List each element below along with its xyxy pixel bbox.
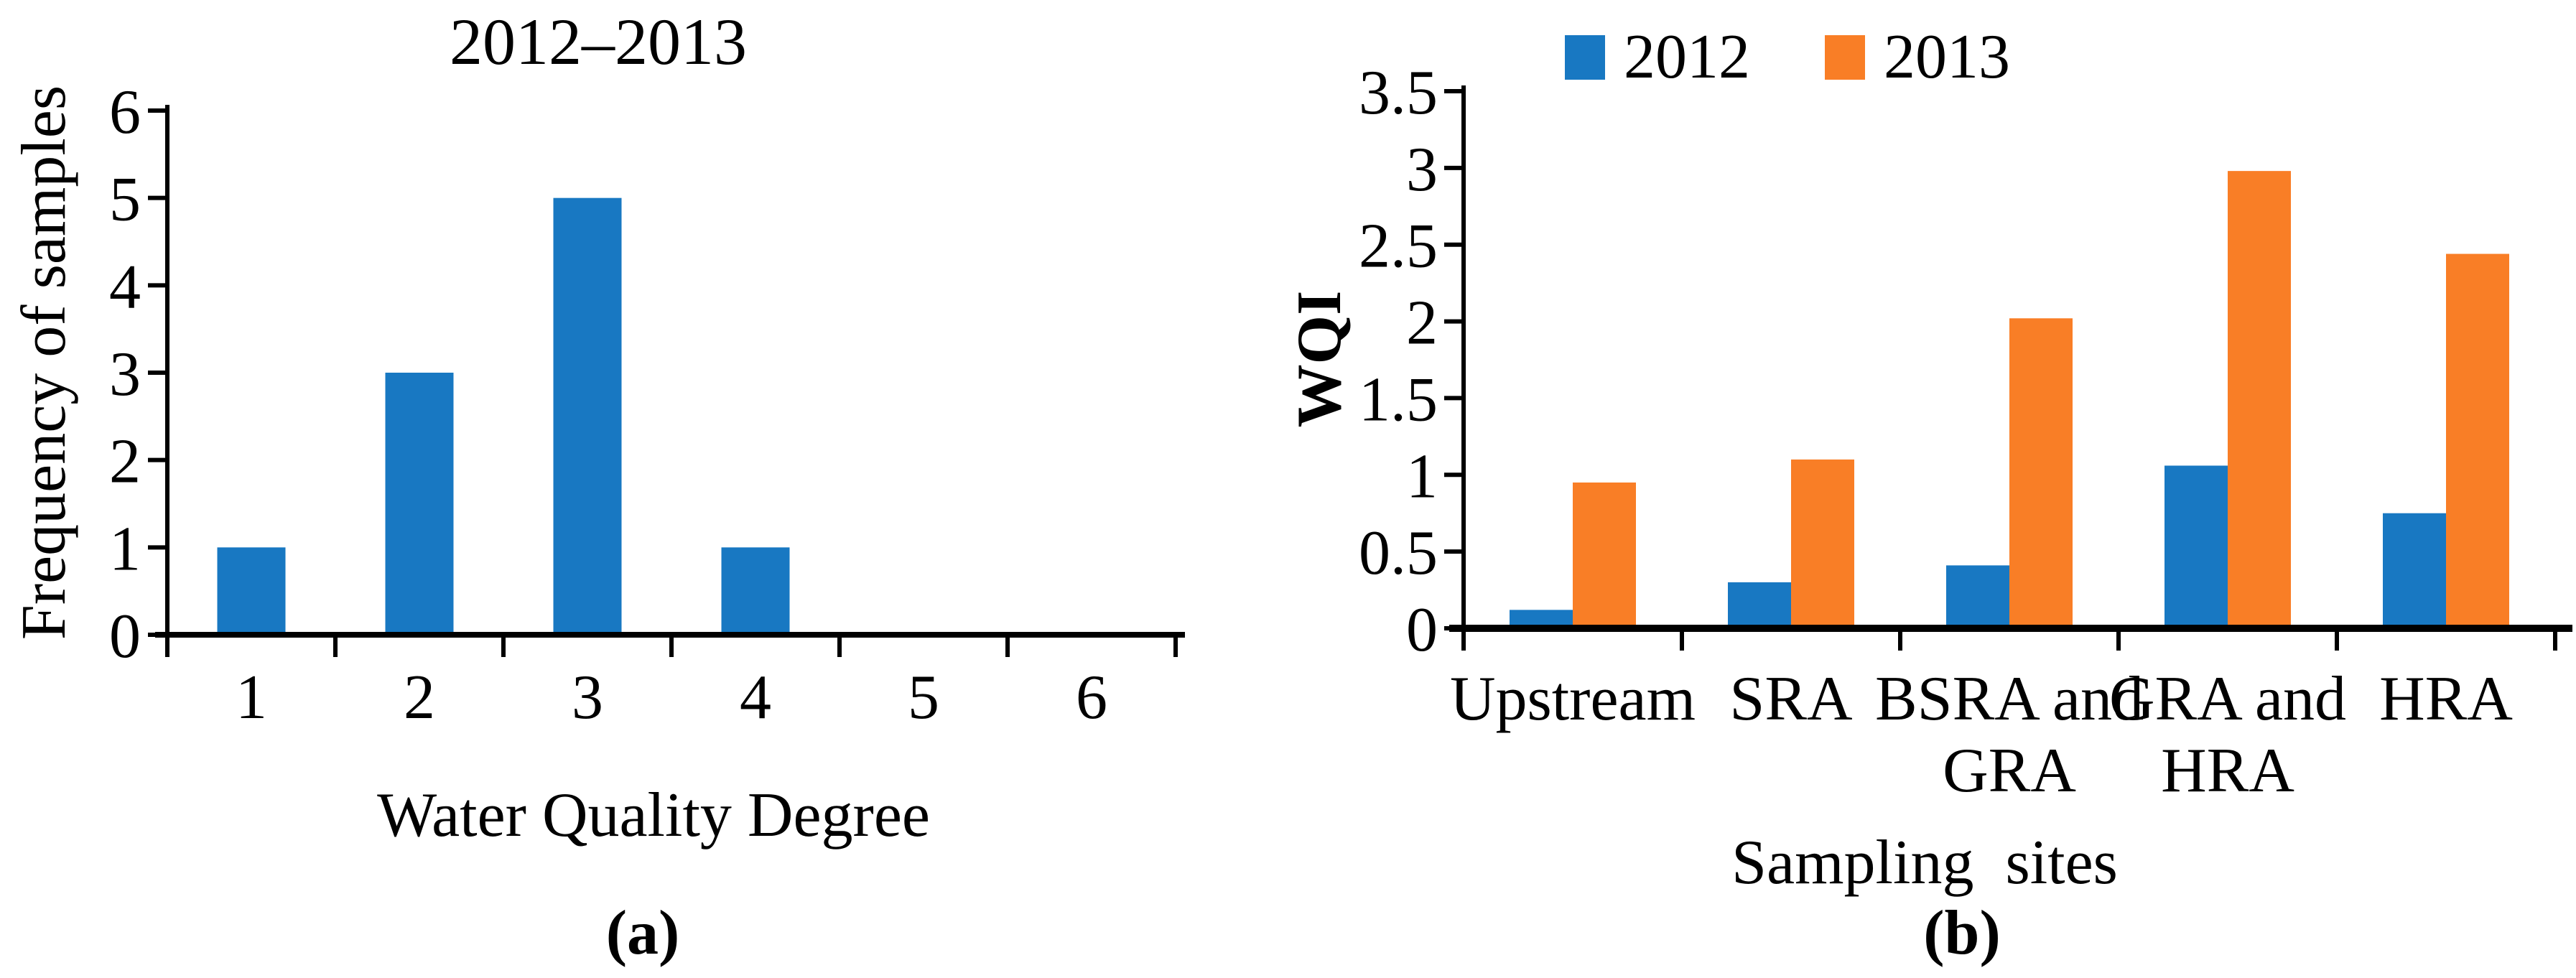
chart-a-title: 2012–2013 xyxy=(450,5,747,78)
y-tick-label: 2 xyxy=(109,427,141,497)
y-tick-label: 3.5 xyxy=(1359,58,1438,128)
x-category-label: Upstream xyxy=(1450,664,1696,734)
chart-a-ylabel: Frequency of samples xyxy=(9,85,79,641)
x-category-label: HRA xyxy=(2379,664,2513,734)
bar-2013-Upstream xyxy=(1573,482,1636,628)
bar-2013-BSRA and GRA xyxy=(2009,318,2073,628)
y-tick-label: 0 xyxy=(109,602,141,671)
bar-2013-GRA and HRA xyxy=(2228,171,2291,629)
chart-b-ylabel: WQI xyxy=(1285,290,1354,428)
y-tick-label: 2 xyxy=(1406,289,1438,358)
legend-label-2012: 2012 xyxy=(1624,22,1750,92)
bar-2012-BSRA and GRA xyxy=(1946,565,2009,628)
x-category-label: SRA xyxy=(1729,664,1852,734)
bar-series-3 xyxy=(553,197,622,635)
bar-2013-SRA xyxy=(1791,459,1854,628)
bar-2012-GRA and HRA xyxy=(2165,465,2228,628)
x-category-label: HRA xyxy=(2161,736,2294,806)
bar-2013-HRA xyxy=(2446,253,2509,629)
x-category-label: 2 xyxy=(404,663,435,732)
y-tick-label: 2.5 xyxy=(1359,212,1438,281)
x-category-label: BSRA and xyxy=(1875,664,2144,734)
x-category-label: 4 xyxy=(740,663,771,732)
x-category-label: 6 xyxy=(1076,663,1107,732)
bar-series-1 xyxy=(217,547,286,635)
x-category-label: GRA and xyxy=(2109,664,2346,734)
legend-swatch-2012-icon xyxy=(1565,35,1605,80)
y-tick-label: 1 xyxy=(1406,442,1438,511)
y-tick-label: 3 xyxy=(109,340,141,409)
x-category-label: GRA xyxy=(1943,736,2076,806)
legend-swatch-2013-icon xyxy=(1825,35,1865,80)
panel-a: 0 1 2 3 4 5 6 1 2 3 4 5 6 2012–2013 Frequency of sam… xyxy=(0,0,1278,978)
bar-series-2 xyxy=(385,373,454,635)
bar-2012-HRA xyxy=(2383,513,2446,628)
legend-item-2013: 2013 xyxy=(1825,26,2010,89)
y-tick-label: 5 xyxy=(109,165,141,235)
y-tick-label: 6 xyxy=(109,78,141,147)
legend: 2012 2013 xyxy=(1565,26,2010,89)
bar-2012-SRA xyxy=(1728,582,1791,628)
y-tick-label: 3 xyxy=(1406,135,1438,205)
chart-a-xlabel: Water Quality Degree xyxy=(377,781,930,850)
y-tick-label: 0 xyxy=(1406,595,1438,665)
bar-series-4 xyxy=(721,547,790,635)
caption-b: (b) xyxy=(1923,898,2001,968)
chart-b-xlabel: Sampling sites xyxy=(1731,828,2118,898)
x-category-label: 1 xyxy=(236,663,267,732)
chart-a-plot: 0 1 2 3 4 5 6 1 2 3 4 5 6 xyxy=(109,78,1185,732)
y-tick-label: 1.5 xyxy=(1359,365,1438,434)
caption-a: (a) xyxy=(605,898,680,968)
y-tick-label: 1 xyxy=(109,514,141,584)
y-tick-label: 0.5 xyxy=(1359,518,1438,588)
legend-label-2013: 2013 xyxy=(1884,22,2010,92)
x-category-label: 3 xyxy=(572,663,603,732)
y-tick-label: 4 xyxy=(109,252,141,322)
x-category-label: 5 xyxy=(908,663,939,732)
panel-b: 0 0.5 1 1.5 2 2.5 3 3.5 Upstream SRA BSRA and GRA GR… xyxy=(1278,0,2576,978)
legend-item-2012: 2012 xyxy=(1565,26,1750,89)
